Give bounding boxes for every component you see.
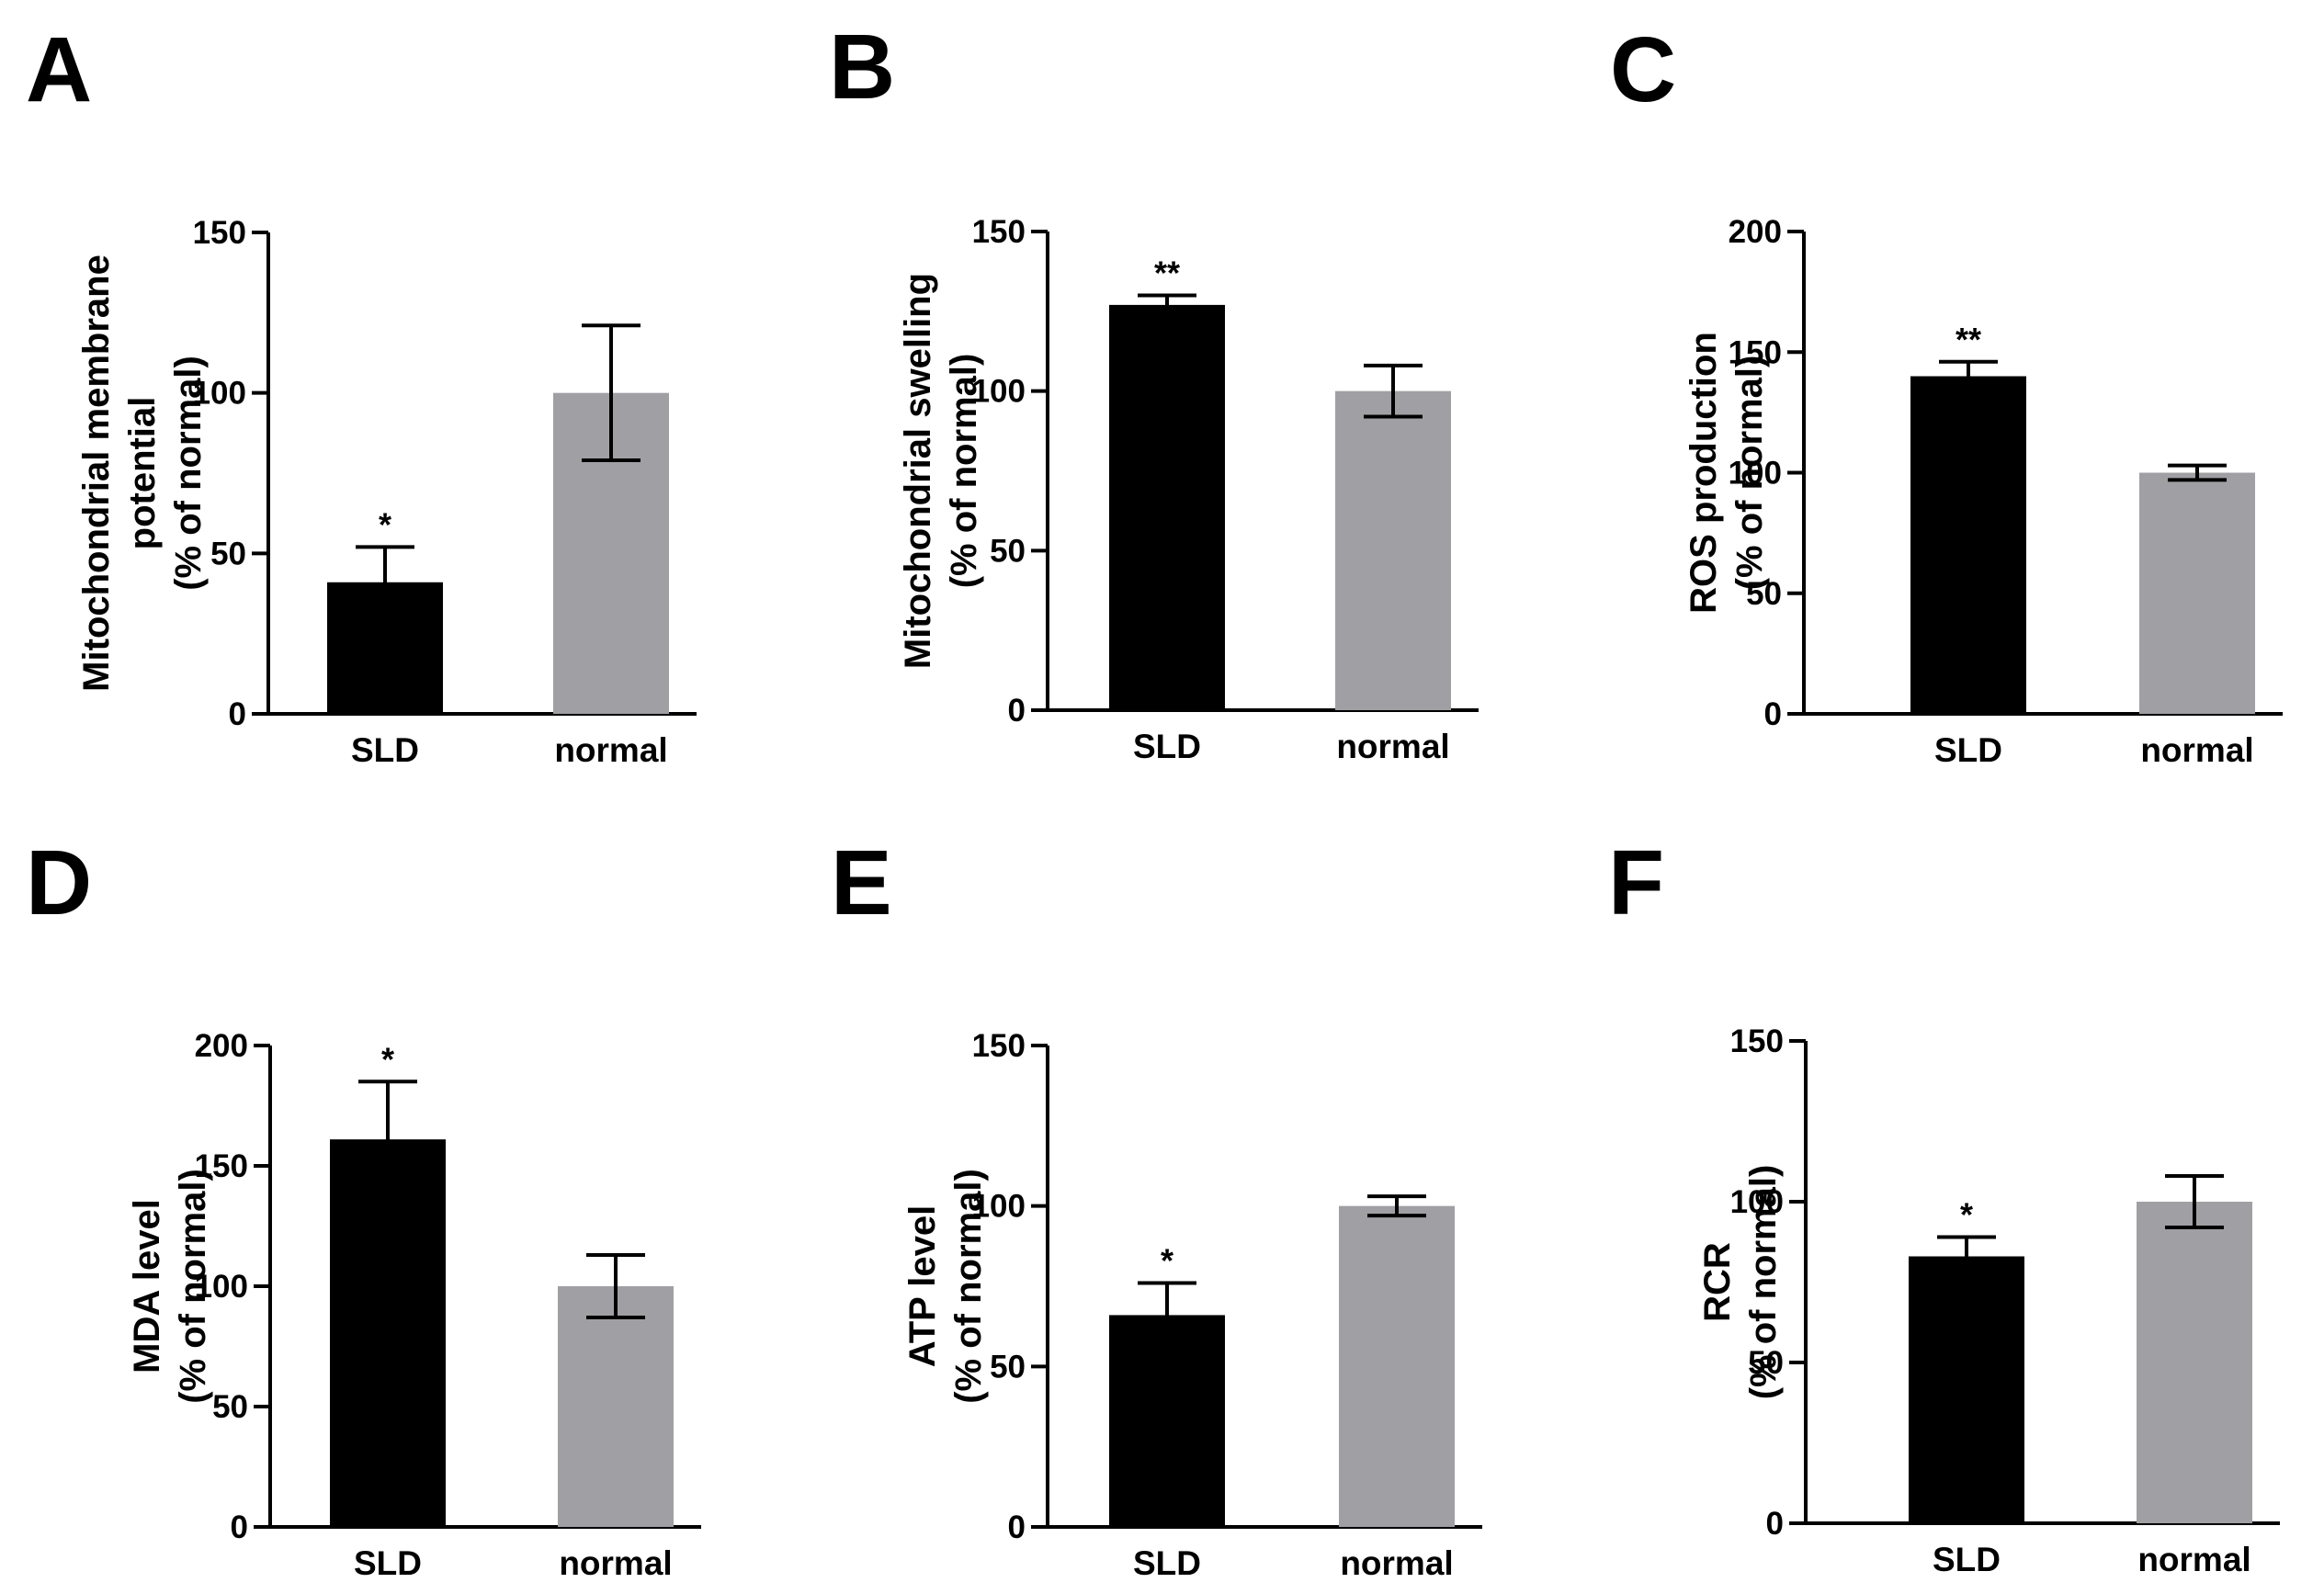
panel-letter: E (831, 831, 892, 934)
panel-letter: F (1608, 831, 1664, 934)
y-tick-label: 100 (195, 1269, 248, 1305)
y-axis-title-line: Mitochondrial swelling (898, 273, 938, 669)
y-tick-label: 100 (1729, 456, 1782, 492)
significance-marker: * (1960, 1196, 1973, 1234)
y-tick-label: 150 (193, 215, 246, 251)
y-axis-title-line: potential (122, 397, 163, 550)
significance-marker: ** (1154, 254, 1180, 291)
category-label: normal (559, 1544, 672, 1582)
panel-a: A 0 50 100 150 Mitochondrial membrane potentia… (26, 18, 697, 769)
bar-sld (1910, 376, 2026, 714)
panel-d: D 0 50 100 150 200 MDA level (% of normal) * SLD n… (26, 831, 701, 1582)
category-label: normal (1336, 728, 1449, 765)
y-axis-title-line: ATP level (902, 1205, 943, 1367)
bar-sld (330, 1139, 446, 1527)
y-tick-label: 100 (193, 376, 246, 412)
y-tick-label: 0 (231, 1509, 248, 1545)
category-label: normal (554, 731, 667, 769)
y-tick-label: 150 (972, 1028, 1026, 1064)
category-label: normal (2140, 731, 2253, 769)
bar-sld (1109, 1315, 1225, 1527)
y-tick-label: 50 (1746, 576, 1782, 612)
y-axis-title-line: (% of normal) (944, 354, 984, 589)
y-tick-label: 0 (229, 696, 246, 732)
y-tick-label: 0 (1766, 1506, 1784, 1542)
y-axis-title-line: MDA level (127, 1199, 167, 1374)
category-label: SLD (1133, 1544, 1201, 1582)
y-axis-title-line: ROS production (1683, 332, 1724, 614)
y-tick-label: 150 (1729, 334, 1782, 370)
y-tick-label: 50 (212, 1389, 248, 1425)
bar-normal (1335, 390, 1451, 710)
panel-c: C 0 50 100 150 200 ROS production (% of normal)… (1610, 18, 2283, 769)
y-axis-title-line: (% of normal) (948, 1169, 989, 1404)
y-axis-title-line: Mitochondrial membrane (76, 254, 117, 692)
bar-sld (1909, 1256, 2024, 1523)
category-label: normal (1340, 1544, 1453, 1582)
bar-normal (558, 1286, 674, 1527)
category-label: normal (2137, 1541, 2250, 1578)
significance-marker: ** (1956, 321, 1981, 358)
y-tick-label: 0 (1764, 696, 1782, 732)
y-axis-title-line: RCR (1697, 1242, 1738, 1322)
panel-letter: B (829, 16, 895, 119)
y-axis-title-line: (% of normal) (1729, 356, 1770, 591)
y-tick-label: 0 (1008, 693, 1026, 729)
category-label: SLD (1934, 731, 2002, 769)
panel-e: E 0 50 100 150 ATP level (% of normal) * SLD norm… (831, 831, 1482, 1582)
panel-letter: D (26, 831, 92, 934)
y-tick-label: 0 (1008, 1509, 1026, 1545)
y-tick-label: 200 (195, 1028, 248, 1064)
y-tick-label: 100 (972, 1189, 1026, 1225)
y-axis-title-line: (% of normal) (168, 356, 209, 591)
category-label: SLD (1933, 1541, 2001, 1578)
panel-b: B 0 50 100 150 Mitochondrial swelling (% of no… (829, 16, 1479, 765)
y-tick-label: 50 (210, 536, 246, 571)
panel-letter: A (26, 18, 92, 121)
y-tick-label: 150 (195, 1148, 248, 1184)
significance-marker: * (381, 1040, 394, 1078)
bar-normal (2137, 1202, 2252, 1523)
y-tick-label: 100 (1730, 1184, 1784, 1220)
bar-normal (2139, 472, 2255, 714)
y-tick-label: 50 (1748, 1345, 1784, 1381)
y-axis-title-line: (% of normal) (173, 1169, 213, 1404)
y-tick-label: 150 (1730, 1023, 1784, 1059)
y-tick-label: 150 (972, 214, 1026, 250)
y-tick-label: 200 (1729, 214, 1782, 250)
panel-f: F 0 50 100 150 RCR (% of normal) * SLD normal (1608, 831, 2280, 1578)
panel-letter: C (1610, 18, 1676, 121)
category-label: SLD (354, 1544, 422, 1582)
category-label: SLD (1133, 728, 1201, 765)
y-tick-label: 50 (990, 1349, 1026, 1385)
bar-normal (1339, 1205, 1455, 1527)
significance-marker: * (379, 505, 391, 543)
category-label: SLD (351, 731, 419, 769)
y-tick-label: 50 (990, 533, 1026, 569)
bar-sld (1109, 304, 1225, 710)
y-axis-title-line: (% of normal) (1743, 1165, 1784, 1400)
significance-marker: * (1161, 1242, 1173, 1280)
y-tick-label: 100 (972, 374, 1026, 410)
